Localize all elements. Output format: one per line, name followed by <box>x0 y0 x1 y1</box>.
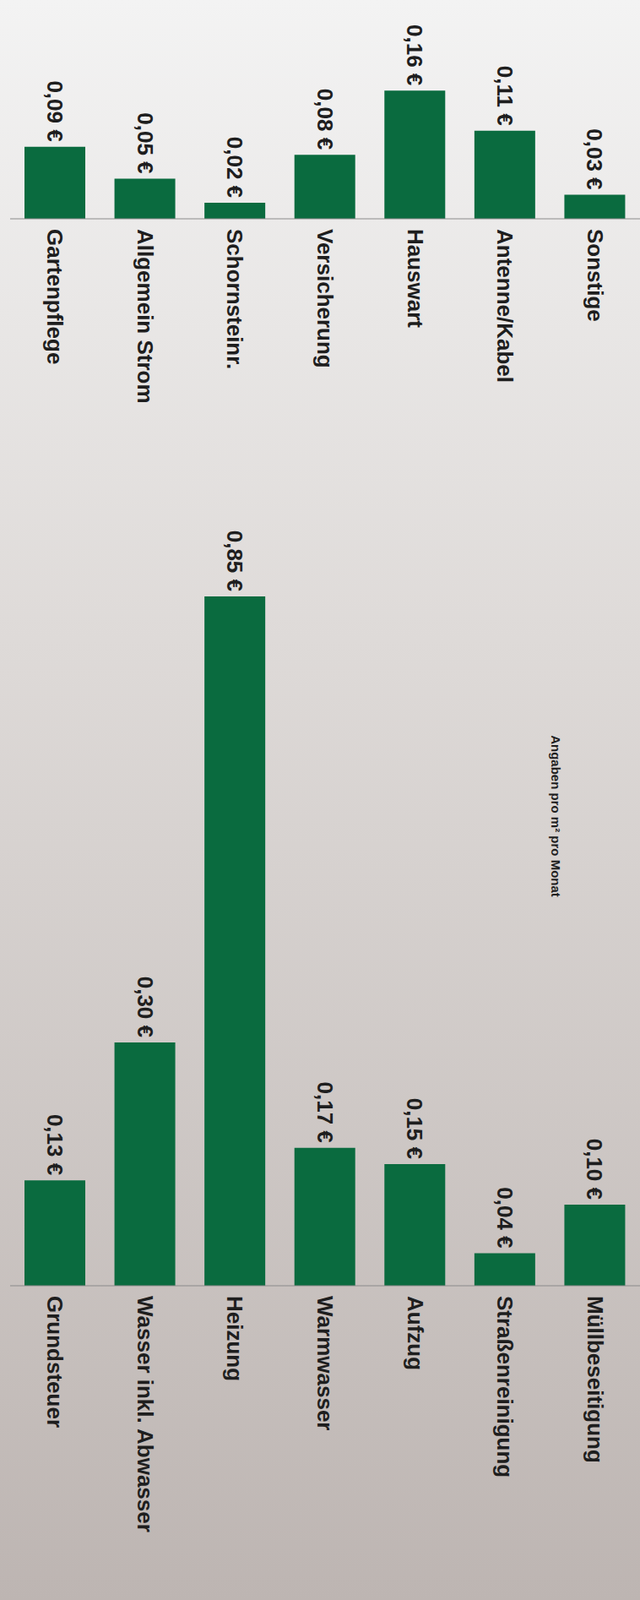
svg-text:Antenne/Kabel: Antenne/Kabel <box>492 228 518 383</box>
svg-text:0,08 €: 0,08 € <box>312 88 338 150</box>
svg-text:0,05 €: 0,05 € <box>132 112 158 174</box>
svg-text:0,02 €: 0,02 € <box>222 136 248 198</box>
svg-text:0,03 €: 0,03 € <box>581 128 608 190</box>
svg-text:Straßenreinigung: Straßenreinigung <box>492 1295 518 1477</box>
svg-text:Allgemein Strom: Allgemein Strom <box>132 228 158 404</box>
svg-text:0,11 €: 0,11 € <box>492 65 518 126</box>
svg-text:0,15 €: 0,15 € <box>401 1097 428 1159</box>
svg-text:0,13 €: 0,13 € <box>42 1113 68 1175</box>
svg-text:Schornsteinr.: Schornsteinr. <box>222 228 248 369</box>
svg-text:0,17 €: 0,17 € <box>312 1081 338 1143</box>
svg-text:Sonstige: Sonstige <box>582 228 608 322</box>
svg-text:Angaben pro m² pro Monat: Angaben pro m² pro Monat <box>548 734 564 897</box>
svg-text:Wasser inkl. Abwasser: Wasser inkl. Abwasser <box>132 1295 158 1532</box>
svg-text:0,30 €: 0,30 € <box>132 976 158 1037</box>
svg-text:Heizung: Heizung <box>222 1295 248 1381</box>
svg-text:Gartenpflege: Gartenpflege <box>42 228 68 364</box>
svg-text:Hauswart: Hauswart <box>402 228 429 328</box>
svg-text:0,10 €: 0,10 € <box>581 1138 608 1199</box>
svg-text:0,04 €: 0,04 € <box>492 1186 518 1248</box>
svg-text:Müllbeseitigung: Müllbeseitigung <box>582 1295 608 1463</box>
svg-text:Versicherung: Versicherung <box>312 228 338 369</box>
svg-text:Warmwasser: Warmwasser <box>312 1295 338 1430</box>
svg-text:0,85 €: 0,85 € <box>222 530 248 592</box>
svg-text:Aufzug: Aufzug <box>402 1295 429 1370</box>
svg-text:0,16 €: 0,16 € <box>401 24 428 86</box>
svg-text:0,09 €: 0,09 € <box>42 80 68 142</box>
svg-text:Grundsteuer: Grundsteuer <box>42 1295 68 1427</box>
